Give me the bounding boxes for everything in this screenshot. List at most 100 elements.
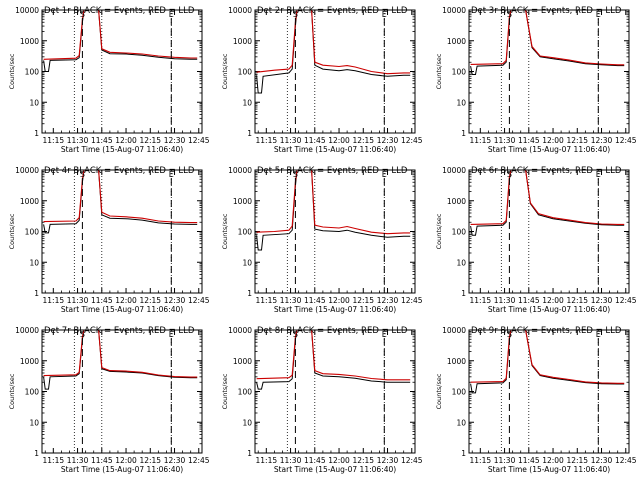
x-tick-label: 11:30 — [280, 456, 302, 465]
x-tick-label: 12:00 — [542, 296, 564, 305]
y-tick-label: 10 — [29, 258, 39, 267]
lld-series-line — [470, 330, 625, 384]
marker-label-e: E — [169, 10, 174, 19]
events-series-line — [43, 170, 198, 234]
x-tick-label: 11:15 — [470, 456, 492, 465]
y-tick-label: 10000 — [442, 166, 466, 175]
events-series-line — [43, 330, 198, 390]
y-tick-label: 1000 — [233, 197, 252, 206]
marker-label-s: S — [80, 170, 85, 179]
y-tick-label: 1 — [461, 449, 466, 458]
y-axis-label: Counts/sec — [435, 373, 443, 409]
x-tick-label: 11:30 — [494, 456, 516, 465]
events-series-line — [256, 330, 411, 390]
x-tick-label: 12:45 — [188, 296, 210, 305]
plot-frame — [254, 9, 416, 134]
x-tick-label: 11:15 — [470, 136, 492, 145]
y-tick-label: 10 — [456, 418, 466, 427]
x-tick-label: 12:15 — [139, 456, 161, 465]
x-tick-label: 11:15 — [470, 296, 492, 305]
plot-frame — [254, 329, 416, 454]
x-tick-label: 12:30 — [591, 136, 613, 145]
y-tick-label: 100 — [25, 68, 40, 77]
x-tick-label: 12:15 — [139, 296, 161, 305]
y-tick-label: 1000 — [20, 197, 39, 206]
x-tick-label: 12:30 — [164, 456, 186, 465]
y-tick-label: 1000 — [447, 357, 466, 366]
marker-label-e: E — [382, 170, 387, 179]
x-tick-label: 11:45 — [91, 456, 113, 465]
y-tick-label: 10000 — [442, 326, 466, 335]
marker-label-s: S — [293, 170, 298, 179]
y-tick-label: 100 — [452, 388, 467, 397]
x-tick-label: 12:45 — [401, 456, 423, 465]
y-tick-label: 10 — [456, 258, 466, 267]
marker-label-s: S — [293, 330, 298, 339]
y-tick-label: 10 — [242, 98, 252, 107]
x-tick-label: 11:45 — [304, 296, 326, 305]
marker-label-e: E — [596, 10, 601, 19]
y-tick-label: 10000 — [15, 326, 39, 335]
y-axis-label: Counts/sec — [435, 213, 443, 249]
x-tick-label: 11:15 — [43, 296, 65, 305]
chart-title: Det 1r BLACK = Events, RED = LLD — [44, 6, 195, 16]
y-tick-label: 1 — [34, 129, 39, 138]
x-axis-label: Start Time (15-Aug-07 11:06:40) — [488, 305, 610, 314]
x-tick-label: 11:45 — [304, 456, 326, 465]
x-axis-label: Start Time (15-Aug-07 11:06:40) — [61, 305, 183, 314]
y-tick-label: 10000 — [15, 6, 39, 15]
x-tick-label: 12:15 — [139, 136, 161, 145]
lld-series-line — [43, 170, 198, 224]
y-tick-label: 1 — [247, 129, 252, 138]
x-tick-label: 11:30 — [67, 456, 89, 465]
y-tick-label: 1 — [461, 289, 466, 298]
plot-frame — [468, 169, 630, 294]
x-tick-label: 12:30 — [377, 296, 399, 305]
marker-label-e: E — [596, 330, 601, 339]
plot-frame — [41, 329, 203, 454]
chart-panel-5: Det 5r BLACK = Events, RED = LLD Counts/s… — [221, 166, 423, 314]
y-axis-label: Counts/sec — [8, 53, 16, 89]
y-tick-label: 100 — [452, 228, 467, 237]
y-tick-label: 1 — [461, 129, 466, 138]
x-tick-label: 12:15 — [566, 296, 588, 305]
x-tick-label: 12:00 — [542, 456, 564, 465]
y-tick-label: 10000 — [228, 6, 252, 15]
y-tick-label: 10 — [29, 418, 39, 427]
y-axis-label: Counts/sec — [8, 373, 16, 409]
x-tick-label: 11:45 — [91, 136, 113, 145]
chart-panel-9: Det 9r BLACK = Events, RED = LLD Counts/s… — [435, 326, 637, 474]
plot-frame — [254, 169, 416, 294]
chart-panel-8: Det 8r BLACK = Events, RED = LLD Counts/s… — [221, 326, 423, 474]
y-tick-label: 1 — [34, 449, 39, 458]
x-tick-label: 11:15 — [43, 456, 65, 465]
lld-series-line — [256, 10, 411, 75]
y-tick-label: 100 — [238, 388, 253, 397]
x-axis-label: Start Time (15-Aug-07 11:06:40) — [274, 465, 396, 474]
chart-title: Det 5r BLACK = Events, RED = LLD — [257, 166, 408, 176]
marker-label-e: E — [382, 10, 387, 19]
chart-panel-3: Det 3r BLACK = Events, RED = LLD Counts/s… — [435, 6, 637, 154]
y-tick-label: 1000 — [233, 357, 252, 366]
x-tick-label: 11:45 — [518, 296, 540, 305]
x-tick-label: 11:15 — [256, 296, 278, 305]
y-axis-label: Counts/sec — [435, 53, 443, 89]
y-tick-label: 10000 — [15, 166, 39, 175]
y-tick-label: 10 — [29, 98, 39, 107]
events-series-line — [43, 10, 198, 72]
y-tick-label: 10 — [242, 418, 252, 427]
y-tick-label: 1000 — [20, 357, 39, 366]
x-axis-label: Start Time (15-Aug-07 11:06:40) — [61, 145, 183, 154]
y-axis-label: Counts/sec — [221, 53, 229, 89]
x-tick-label: 12:30 — [164, 296, 186, 305]
marker-label-e: E — [596, 170, 601, 179]
x-tick-label: 12:00 — [542, 136, 564, 145]
chart-title: Det 9r BLACK = Events, RED = LLD — [471, 326, 622, 336]
y-tick-label: 10 — [242, 258, 252, 267]
lld-series-line — [256, 170, 411, 235]
marker-label-e: E — [169, 330, 174, 339]
y-tick-label: 100 — [452, 68, 467, 77]
chart-title: Det 7r BLACK = Events, RED = LLD — [44, 326, 195, 336]
x-tick-label: 12:45 — [401, 296, 423, 305]
x-tick-label: 11:30 — [280, 296, 302, 305]
